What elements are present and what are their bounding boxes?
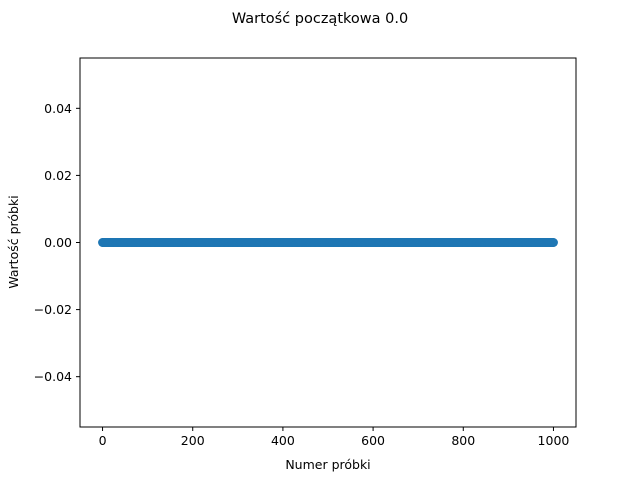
x-tick-label: 0 bbox=[99, 433, 107, 448]
x-axis-ticks: 0 200 400 600 800 1000 bbox=[99, 427, 570, 448]
scatter-points bbox=[98, 238, 558, 247]
x-tick-label: 200 bbox=[181, 433, 205, 448]
scatter-series bbox=[98, 238, 558, 247]
x-tick-label: 800 bbox=[451, 433, 475, 448]
chart-title: Wartość początkowa 0.0 bbox=[232, 11, 408, 27]
y-tick-label: 0.00 bbox=[44, 235, 72, 250]
y-tick-label: −0.04 bbox=[34, 369, 72, 384]
y-axis-ticks: 0.04 0.02 0.00 −0.02 −0.04 bbox=[34, 101, 80, 384]
y-tick-label: −0.02 bbox=[34, 302, 72, 317]
x-tick-label: 1000 bbox=[538, 433, 570, 448]
y-tick-label: 0.02 bbox=[44, 168, 72, 183]
x-tick-label: 600 bbox=[361, 433, 385, 448]
y-axis-label: Wartość próbki bbox=[6, 195, 21, 288]
x-tick-label: 400 bbox=[271, 433, 295, 448]
y-tick-label: 0.04 bbox=[44, 101, 72, 116]
scatter-point bbox=[548, 238, 558, 247]
x-axis-label: Numer próbki bbox=[285, 457, 370, 472]
